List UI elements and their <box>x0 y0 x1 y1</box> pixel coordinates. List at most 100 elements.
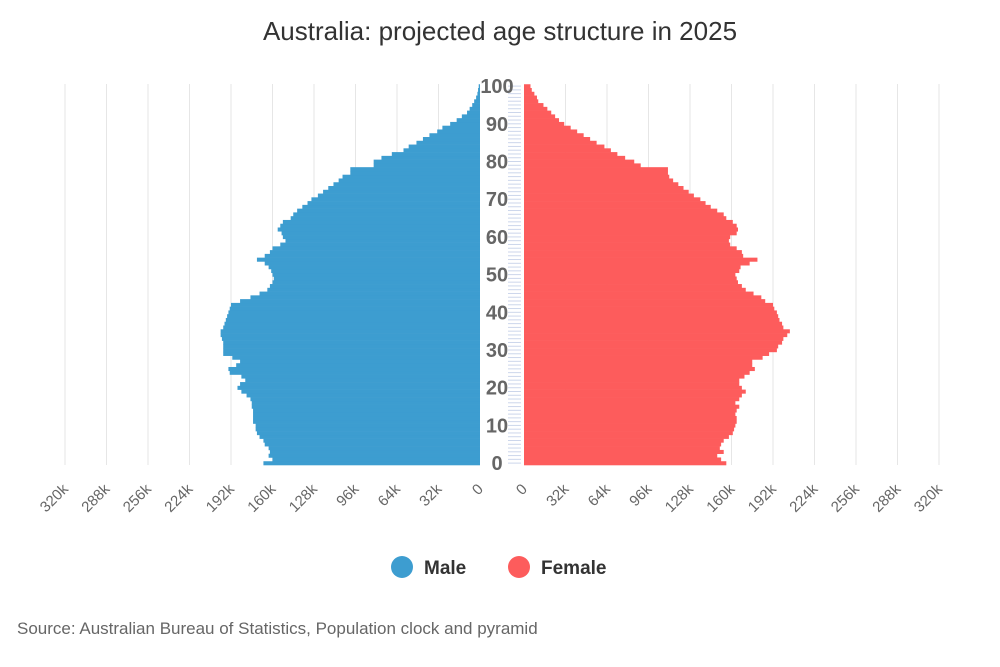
female-bar-age-64 <box>524 219 733 225</box>
male-bar-age-67 <box>297 208 480 213</box>
female-bar-age-5 <box>524 442 722 447</box>
male-bar-age-57 <box>272 246 480 251</box>
female-bar-age-9 <box>524 427 735 432</box>
female-bar-age-88 <box>524 129 578 134</box>
female-bar-age-11 <box>524 419 737 424</box>
male-bar-age-68 <box>302 204 480 209</box>
age-label: 30 <box>486 340 508 362</box>
male-bar-age-43 <box>240 299 480 304</box>
female-bar-age-50 <box>524 272 736 277</box>
male-bar-age-80 <box>373 159 480 164</box>
female-bar-age-21 <box>524 382 740 387</box>
female-bar-age-93 <box>524 110 552 115</box>
female-bar-age-43 <box>524 299 766 304</box>
male-bar-age-73 <box>328 186 480 191</box>
female-bar-age-44 <box>524 295 762 300</box>
female-bar-age-40 <box>524 310 777 315</box>
male-bar-age-27 <box>240 359 480 364</box>
age-label: 50 <box>486 265 508 287</box>
male-bar-age-81 <box>381 155 480 160</box>
male-bar-age-34 <box>220 333 480 338</box>
x-tick-label-right: 192k <box>745 480 780 515</box>
male-bar-age-93 <box>467 110 480 115</box>
male-bar-age-53 <box>264 261 480 266</box>
female-bar-age-96 <box>524 99 539 104</box>
male-bar-age-26 <box>236 363 480 368</box>
male-bar-age-62 <box>277 227 480 232</box>
male-bar-age-8 <box>256 431 480 436</box>
male-bar-age-74 <box>333 182 480 187</box>
male-bar-age-30 <box>223 348 480 353</box>
female-bar-age-49 <box>524 276 737 281</box>
female-bar-age-87 <box>524 133 584 138</box>
male-bar-age-99 <box>478 88 480 93</box>
female-bar-age-78 <box>524 167 668 172</box>
male-bar-age-37 <box>224 321 480 326</box>
legend-item-male[interactable]: Male <box>391 556 466 579</box>
male-bar-age-29 <box>223 351 480 356</box>
male-bar-age-33 <box>221 336 480 341</box>
x-tick-label-right: 320k <box>911 480 946 515</box>
male-bar-age-24 <box>229 370 480 375</box>
male-bar-age-59 <box>285 238 480 243</box>
female-bar-age-82 <box>524 152 618 157</box>
x-tick-label-right: 96k <box>626 480 655 509</box>
male-bar-age-96 <box>474 99 480 104</box>
male-bar-age-52 <box>268 265 480 270</box>
x-tick-label-left: 320k <box>37 480 72 515</box>
female-bar-age-41 <box>524 306 775 311</box>
age-label: 60 <box>486 227 508 249</box>
female-bar-age-73 <box>524 186 684 191</box>
female-bar-age-98 <box>524 91 535 96</box>
legend-male-marker <box>391 556 413 578</box>
x-tick-label-left: 128k <box>286 480 321 515</box>
x-tick-label-left: 64k <box>375 480 404 509</box>
male-bar-age-61 <box>281 231 480 236</box>
male-bar-age-18 <box>246 393 480 398</box>
male-bar-age-70 <box>311 197 480 202</box>
male-bar-age-14 <box>253 408 480 413</box>
female-bar-age-67 <box>524 208 718 213</box>
male-bar-age-42 <box>231 302 480 307</box>
female-bar-age-89 <box>524 125 571 130</box>
age-label: 90 <box>486 114 508 136</box>
male-bar-age-58 <box>280 242 480 247</box>
age-label: 10 <box>486 415 508 437</box>
x-tick-label-left: 256k <box>120 480 155 515</box>
female-bar-age-26 <box>524 363 753 368</box>
male-bar-age-72 <box>323 189 480 194</box>
female-bar-age-75 <box>524 178 674 183</box>
female-bar-age-91 <box>524 118 560 123</box>
x-tick-label-right: 64k <box>585 480 614 509</box>
male-bar-age-3 <box>269 449 480 454</box>
male-bar-age-54 <box>256 257 480 262</box>
legend-item-female[interactable]: Female <box>508 556 606 579</box>
female-bar-age-66 <box>524 212 724 217</box>
age-label: 70 <box>486 189 508 211</box>
female-bar-age-47 <box>524 284 742 289</box>
x-tick-label-left: 192k <box>203 480 238 515</box>
female-bar-age-35 <box>524 329 790 334</box>
female-bar-age-80 <box>524 159 635 164</box>
male-bar-age-20 <box>237 385 480 390</box>
male-bar-age-4 <box>268 446 480 451</box>
male-bar-age-47 <box>269 284 480 289</box>
female-bar-age-2 <box>524 453 718 458</box>
male-bar-age-92 <box>461 114 480 119</box>
male-bar-age-16 <box>251 400 480 405</box>
male-bar-age-50 <box>272 272 480 277</box>
female-bar-age-39 <box>524 314 779 319</box>
legend-female-marker <box>508 556 530 578</box>
male-bar-age-9 <box>255 427 480 432</box>
male-bar-age-44 <box>250 295 480 300</box>
male-bar-age-41 <box>229 306 480 311</box>
male-bar-age-76 <box>342 174 480 179</box>
female-bar-age-52 <box>524 265 741 270</box>
female-bar-age-10 <box>524 423 736 428</box>
age-label: 20 <box>486 378 508 400</box>
male-bar-age-64 <box>282 219 480 225</box>
male-bar-age-66 <box>293 212 480 217</box>
male-bar-age-89 <box>442 125 480 130</box>
female-bar-age-33 <box>524 336 784 341</box>
